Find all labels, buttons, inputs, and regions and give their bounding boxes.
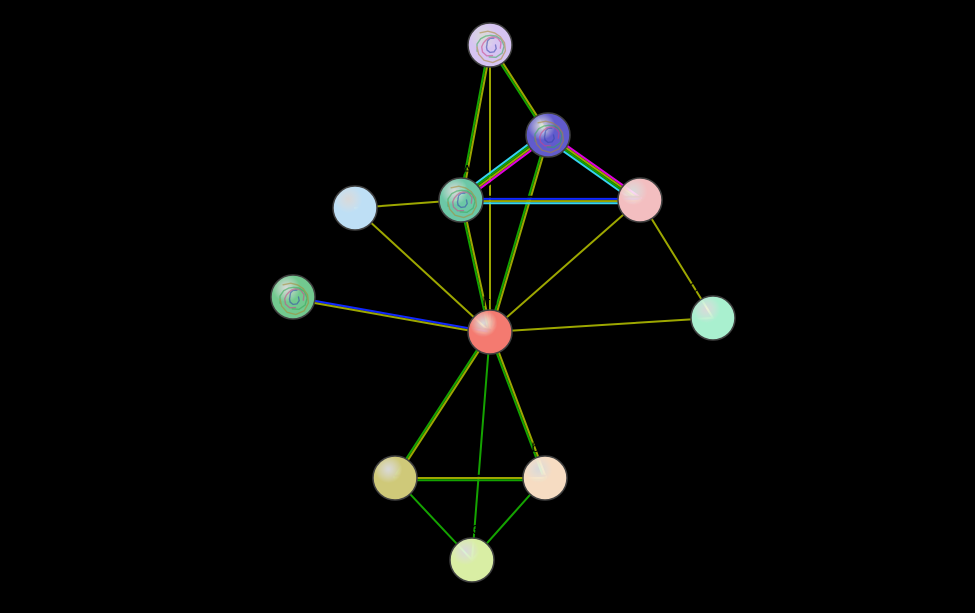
edge-lrp-brnE <box>394 331 489 477</box>
node-label-lysE: lysE <box>281 259 306 274</box>
edge-lrp-brnF <box>491 332 546 478</box>
node-brnE[interactable] <box>373 456 417 500</box>
node-glxR[interactable] <box>468 23 512 67</box>
node-brnF[interactable] <box>523 456 567 500</box>
node-circle-brnE[interactable] <box>373 456 417 500</box>
node-circle-Cgl0171[interactable] <box>691 296 735 340</box>
edge-lysE-lrp <box>293 297 490 332</box>
node-label-brnE: brnE <box>381 440 409 455</box>
node-label-brnQ: brnQ <box>341 170 370 185</box>
node-circle-brnF[interactable] <box>523 456 567 500</box>
edge-gltB-lrp <box>489 135 547 332</box>
node-circle-lrp[interactable] <box>468 310 512 354</box>
node-cg0311[interactable] <box>450 538 494 582</box>
node-circle-brnQ[interactable] <box>333 186 377 230</box>
node-Cgl0171[interactable] <box>691 296 735 340</box>
node-ilvA[interactable] <box>439 178 483 222</box>
edges-group <box>293 44 713 560</box>
node-gltB[interactable] <box>526 113 570 157</box>
edge-lysE-lrp <box>293 295 490 330</box>
node-label-glxR: glxR <box>477 7 503 22</box>
node-label-Cgl0171: Cgl0171 <box>689 280 737 295</box>
node-tdcB[interactable] <box>618 178 662 222</box>
node-circle-tdcB[interactable] <box>618 178 662 222</box>
edge-lrp-brnF <box>489 332 544 478</box>
edge-lrp-Cgl0171 <box>490 318 713 332</box>
node-circle-cg0311[interactable] <box>450 538 494 582</box>
node-label-gltB: gltB <box>537 97 559 112</box>
node-lysE[interactable] <box>271 275 315 319</box>
node-lrp[interactable] <box>468 310 512 354</box>
edge-lrp-brnE <box>396 333 491 479</box>
edge-tdcB-lrp <box>490 200 640 332</box>
network-graph: glxRgltBilvAbrnQtdcBlysElrpCgl0171brnEbr… <box>0 0 975 613</box>
node-label-tdcB: tdcB <box>627 162 653 177</box>
node-brnQ[interactable] <box>333 186 377 230</box>
node-label-cg0311: cg0311 <box>451 522 493 537</box>
edge-lrp-cg0311 <box>472 332 490 560</box>
